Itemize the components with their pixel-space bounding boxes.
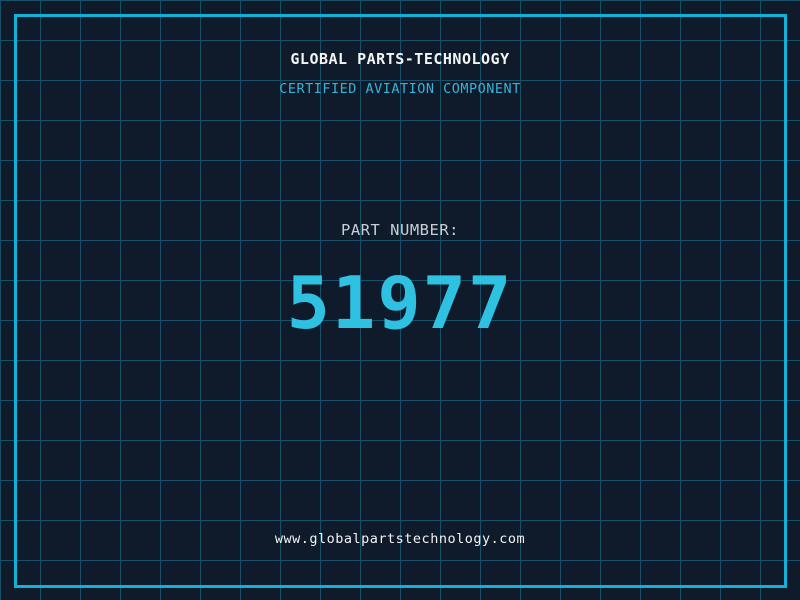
- part-number-label: PART NUMBER:: [341, 221, 459, 239]
- border-frame: [14, 14, 787, 588]
- brand-title: GLOBAL PARTS-TECHNOLOGY: [290, 50, 510, 68]
- certification-subtitle: CERTIFIED AVIATION COMPONENT: [279, 81, 521, 97]
- website-url: www.globalpartstechnology.com: [274, 531, 526, 547]
- part-number-value: 51977: [286, 261, 514, 345]
